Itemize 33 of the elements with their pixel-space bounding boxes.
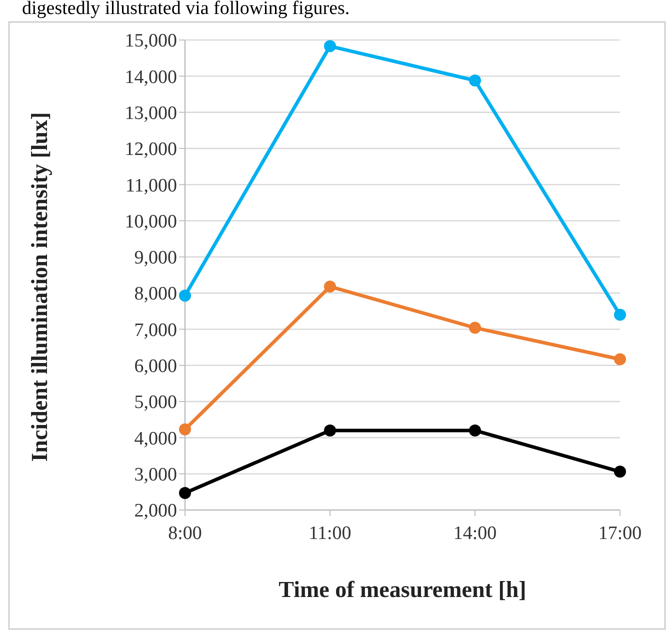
y-tick-label: 12,000 bbox=[124, 139, 177, 160]
point bbox=[324, 424, 336, 436]
y-axis-title: Incident illumination intensity [lux] bbox=[27, 112, 52, 462]
point bbox=[469, 74, 481, 86]
y-tick-label: 4,000 bbox=[134, 428, 177, 450]
point bbox=[614, 353, 626, 366]
y-tick-label: 3,000 bbox=[134, 464, 177, 486]
x-tick-label: 8:00 bbox=[168, 523, 202, 544]
x-axis-title: Time of measurement [h] bbox=[278, 577, 526, 602]
y-tick-label: 8,000 bbox=[134, 284, 177, 305]
y-tick-label: 15,000 bbox=[124, 30, 177, 52]
point bbox=[324, 280, 336, 293]
y-tick-label: 9,000 bbox=[134, 248, 177, 269]
y-tick-label: 14,000 bbox=[124, 66, 177, 88]
point bbox=[324, 40, 336, 52]
point bbox=[614, 466, 626, 478]
point bbox=[469, 322, 481, 334]
x-tick-label: 11:00 bbox=[308, 523, 352, 544]
point bbox=[179, 423, 191, 436]
point bbox=[179, 290, 191, 302]
y-tick-label: 11,000 bbox=[125, 175, 177, 196]
y-tick-label: 7,000 bbox=[134, 320, 177, 341]
x-tick-label: 14:00 bbox=[453, 523, 497, 544]
y-tick-label: 10,000 bbox=[124, 211, 177, 232]
y-tick-label: 13,000 bbox=[124, 102, 177, 124]
point bbox=[469, 424, 481, 436]
y-tick-label: 6,000 bbox=[134, 356, 177, 378]
y-tick-label: 5,000 bbox=[134, 392, 177, 414]
y-tick-label: 2,000 bbox=[134, 500, 177, 522]
point bbox=[179, 487, 191, 500]
x-tick-label: 17:00 bbox=[598, 523, 642, 544]
point bbox=[614, 308, 626, 321]
text: digestedly illustrated via following figures. bbox=[22, 0, 350, 19]
